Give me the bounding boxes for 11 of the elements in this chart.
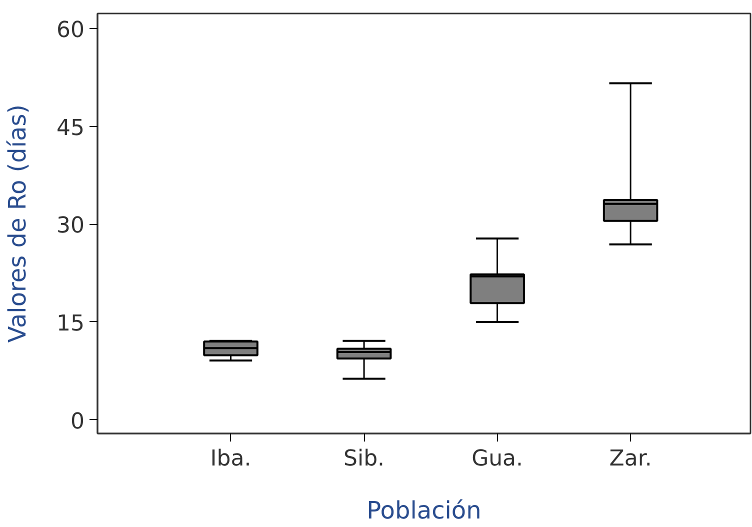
y-tick-label: 15 — [56, 311, 85, 336]
x-tick-label: Gua. — [472, 446, 524, 472]
y-tick-label: 30 — [56, 214, 85, 239]
x-tick-label: Zar. — [609, 446, 652, 472]
y-tick-label: 0 — [70, 409, 85, 434]
x-tick-label: Sib. — [344, 446, 385, 472]
x-axis-title: Población — [366, 496, 482, 524]
y-tick-label: 45 — [56, 116, 85, 141]
y-tick-label: 60 — [56, 18, 85, 43]
x-tick-label: Iba. — [210, 446, 252, 472]
y-axis-title: Valores de Ro (días) — [4, 104, 32, 343]
